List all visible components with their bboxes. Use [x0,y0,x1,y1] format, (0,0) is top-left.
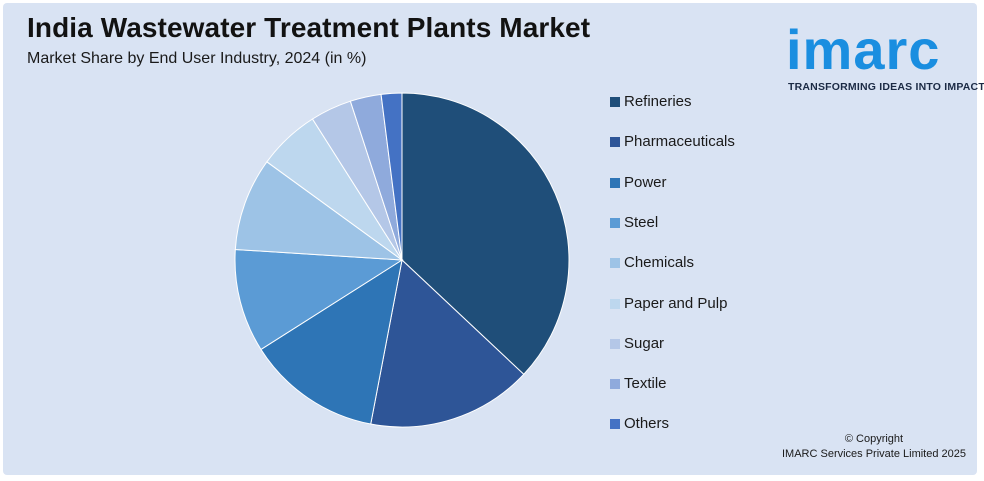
legend-label: Refineries [624,93,692,110]
copyright-notice: © Copyright IMARC Services Private Limit… [782,432,966,462]
logo-wordmark: imarc [786,18,941,81]
legend-label: Textile [624,375,667,393]
legend-swatch [610,419,620,430]
legend-swatch [610,217,620,228]
legend-label: Others [624,415,670,433]
pie-slice-refineries [401,92,570,376]
logo-tagline: TRANSFORMING IDEAS INTO IMPACT [788,81,984,93]
legend-swatch [610,379,620,390]
legend-label: Paper and Pulp [624,294,728,312]
copyright-line-2: IMARC Services Private Limited 2025 [781,448,966,460]
legend-swatch [610,177,620,188]
legend-label: Power [624,173,667,191]
legend-label: Steel [624,213,659,231]
pie-slice-steel [234,248,404,351]
legend-label: Pharmaceuticals [624,133,735,151]
chart-title: India Wastewater Treatment Plants Market [27,12,591,43]
legend-label: Sugar [624,334,665,352]
legend-swatch [610,298,620,309]
pie-slice-chemicals [234,161,404,261]
legend-label: Chemicals [624,254,695,272]
legend-swatch [610,338,620,349]
legend-swatch [610,97,620,107]
copyright-line-1: © Copyright [844,433,904,445]
legend-swatch [610,258,620,269]
pie-slice-others [380,92,403,261]
legend-swatch [610,137,620,148]
pie-slice-pharmaceuticals [370,259,525,428]
pie-slice-power [260,258,403,425]
imarc-logo: imarc TRANSFORMING IDEAS INTO IMPACT [780,8,984,98]
chart-subtitle: Market Share by End User Industry, 2024 … [27,50,367,67]
